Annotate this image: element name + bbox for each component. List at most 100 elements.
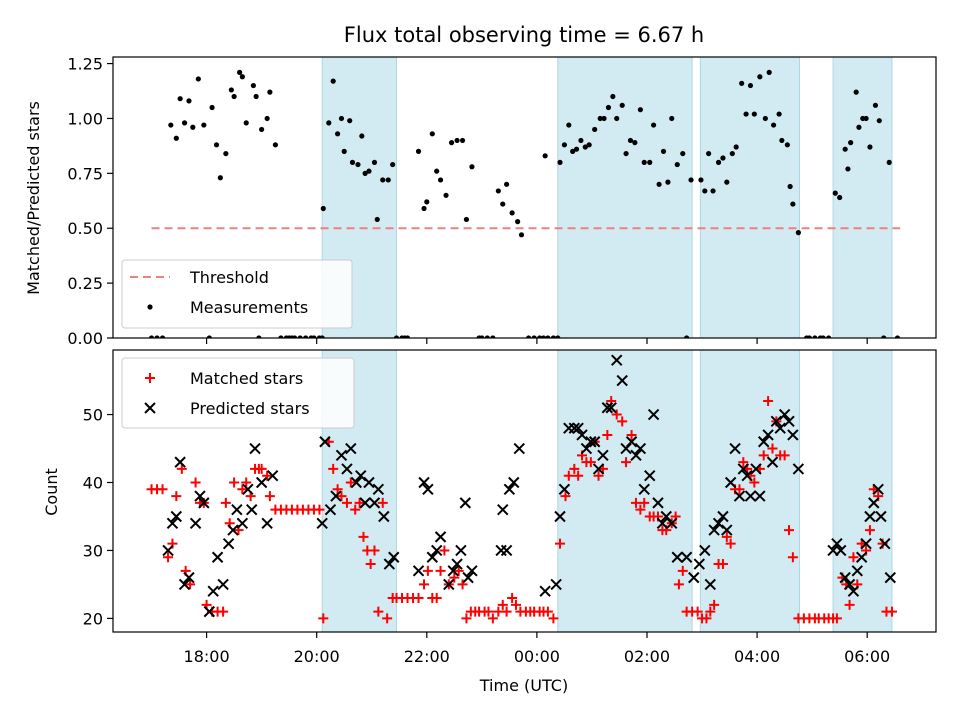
- predicted-star-point: [497, 503, 509, 516]
- measurement-point: [757, 74, 763, 80]
- measurement-point: [500, 201, 506, 207]
- predicted-star-point: [860, 537, 872, 550]
- legend-box: [121, 259, 353, 329]
- matched-star-point: [431, 593, 442, 604]
- measurement-point: [848, 140, 854, 146]
- matched-star-point: [163, 552, 174, 563]
- predicted-star-point: [868, 497, 880, 509]
- matched-star-point: [461, 613, 472, 624]
- predicted-star-point: [625, 436, 638, 448]
- matched-star-point: [449, 572, 460, 583]
- matched-star-point: [677, 565, 688, 576]
- predicted-star-point: [634, 442, 647, 455]
- measurement-point: [173, 135, 179, 141]
- predicted-star-point: [422, 483, 434, 496]
- chart-title: Flux total observing time = 6.67 h: [344, 23, 704, 47]
- predicted-star-point: [666, 517, 678, 529]
- measurement-point: [429, 131, 435, 137]
- predicted-star-point: [699, 544, 711, 557]
- predicted-star-point: [508, 476, 520, 489]
- x-tick-label: 06:00: [844, 647, 890, 666]
- top-y-axis-label: Matched/Predicted stars: [24, 101, 43, 295]
- predicted-star-point: [378, 510, 390, 523]
- measurement-point: [490, 335, 496, 338]
- matched-star-point: [555, 538, 566, 549]
- predicted-star-point: [754, 490, 766, 502]
- bottom-plot-area: [146, 350, 897, 632]
- predicted-star-point: [585, 436, 597, 448]
- top-observing-window: [832, 57, 893, 338]
- predicted-star-point: [462, 571, 474, 584]
- legend-measurement-swatch: [147, 304, 153, 310]
- measurement-point: [355, 161, 361, 168]
- matched-star-point: [220, 497, 231, 508]
- matched-star-point: [373, 606, 384, 617]
- measurement-point: [495, 188, 501, 194]
- matched-star-point: [626, 429, 637, 440]
- matched-star-point: [510, 599, 521, 610]
- measurement-point: [856, 124, 862, 130]
- measurement-point: [647, 159, 653, 165]
- measurement-point: [526, 335, 532, 338]
- legend-predicted-label: Predicted stars: [190, 399, 310, 418]
- measurement-point: [479, 335, 485, 338]
- measurement-point: [886, 159, 892, 165]
- predicted-star-point: [341, 463, 353, 475]
- measurement-point: [366, 168, 372, 174]
- matched-star-point: [264, 491, 275, 502]
- predicted-star-point: [741, 470, 753, 482]
- legend-predicted-swatch: [144, 402, 156, 414]
- matched-star-point: [190, 477, 201, 488]
- matched-star-point: [507, 593, 518, 604]
- matched-star-point: [639, 497, 650, 508]
- matched-star-point: [185, 579, 196, 590]
- bottom-observing-window: [832, 350, 893, 632]
- measurement-point: [217, 175, 223, 181]
- measurement-point: [454, 137, 460, 144]
- measurement-point: [239, 74, 245, 80]
- predicted-star-point: [644, 470, 656, 482]
- predicted-star-point: [170, 510, 183, 523]
- x-tick-label: 02:00: [624, 647, 670, 666]
- measurement-point: [385, 177, 391, 183]
- matched-star-point: [864, 525, 875, 536]
- measurement-point: [186, 98, 192, 104]
- predicted-star-point: [455, 544, 467, 557]
- x-tick-label: 04:00: [734, 647, 780, 666]
- bottom-y-axis-label: Count: [42, 468, 61, 516]
- measurement-point: [729, 150, 735, 157]
- measurement-point: [531, 335, 537, 338]
- measurement-point: [578, 137, 584, 144]
- measurement-point: [665, 179, 671, 185]
- measurement-point: [660, 148, 667, 154]
- legend-measurement-label: Measurements: [190, 298, 308, 317]
- count-panel: 20 30 40 50 18:00 20:00 22:00 00:00 02:00 04:00 06…: [83, 349, 937, 666]
- predicted-star-point: [864, 510, 876, 523]
- measurement-point: [894, 335, 901, 338]
- top-y-tick-label: 0.25: [67, 274, 103, 293]
- x-tick-label: 00:00: [514, 647, 560, 666]
- measurement-point: [469, 164, 475, 170]
- predicted-star-point: [778, 408, 791, 421]
- measurement-point: [669, 115, 675, 122]
- measurement-point: [566, 122, 572, 128]
- measurement-point: [853, 89, 859, 95]
- matched-star-point: [439, 545, 450, 556]
- measurement-point: [776, 111, 782, 117]
- measurement-point: [582, 144, 588, 150]
- matched-star-point: [419, 579, 430, 590]
- measurement-point: [515, 219, 521, 225]
- predicted-star-point: [693, 558, 705, 570]
- predicted-star-point: [630, 449, 642, 462]
- measurement-point: [743, 111, 749, 117]
- measurement-point: [876, 118, 882, 124]
- measurement-point: [448, 140, 455, 146]
- matched-star-point: [457, 579, 468, 590]
- matched-star-point: [328, 463, 339, 474]
- measurement-point: [380, 177, 386, 183]
- predicted-star-point: [359, 497, 371, 509]
- predicted-star-point: [597, 449, 609, 462]
- matched-star-point: [229, 477, 240, 488]
- predicted-star-point: [266, 470, 279, 482]
- measurement-point: [601, 115, 607, 122]
